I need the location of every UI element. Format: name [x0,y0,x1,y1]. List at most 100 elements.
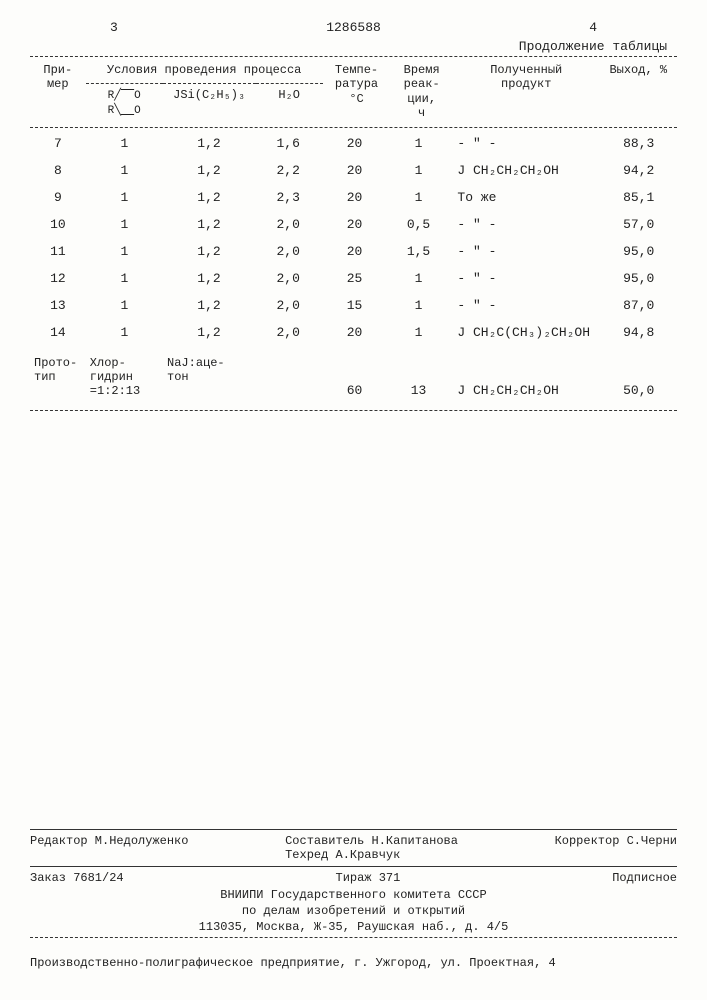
header-numbers: 3 1286588 4 [30,20,677,35]
table-row: 711,21,6201- " -88,3 [30,130,677,157]
cell: 1,2 [163,319,255,346]
cell: 7 [30,130,86,157]
cell: 87,0 [600,292,677,319]
table-row: 1011,22,0200,5- " -57,0 [30,211,677,238]
table-body: 711,21,6201- " -88,3811,22,2201J CH₂CH₂C… [30,130,677,408]
rule-mid [30,127,677,128]
cell: 1 [86,184,163,211]
cell: - " - [449,211,600,238]
cell: 1 [86,292,163,319]
cell: 14 [30,319,86,346]
patent-number: 1286588 [118,20,589,35]
hdr-product: Полученный продукт [453,59,600,125]
cell: 1 [388,184,450,211]
cell: 1 [86,211,163,238]
cell: Хлор- гидрин =1:2:13 [86,346,163,408]
cell: 1 [388,265,450,292]
table-row: 1311,22,0151- " -87,0 [30,292,677,319]
cell: 1,6 [255,130,322,157]
cell: 95,0 [600,265,677,292]
cell: 1,2 [163,184,255,211]
org2: по делам изобретений и открытий [30,903,677,919]
cell: 95,0 [600,238,677,265]
cell: 60 [321,346,387,408]
cell: - " - [449,292,600,319]
cell: 1,2 [163,238,255,265]
cell: 2,0 [255,292,322,319]
cell: J CH₂CH₂CH₂OH [449,346,600,408]
cell: 20 [321,157,387,184]
hdr-yield: Выход, % [600,59,677,125]
cell: 2,3 [255,184,322,211]
table-row: 1411,22,0201J CH₂C(CH₃)₂CH₂OH94,8 [30,319,677,346]
cell: 1 [86,238,163,265]
cell: 88,3 [600,130,677,157]
cell: 2,0 [255,265,322,292]
tirage: Тираж 371 [336,871,401,885]
org1: ВНИИПИ Государственного комитета СССР [30,887,677,903]
rule-top [30,56,677,57]
hdr-conditions: Условия проведения процесса [86,59,323,84]
header-row-1: При- мер Условия проведения процесса Тем… [30,59,677,84]
table-row: 1111,22,0201,5- " -95,0 [30,238,677,265]
cell: 20 [321,211,387,238]
subscription: Подписное [612,871,677,885]
cell: 25 [321,265,387,292]
cell: 8 [30,157,86,184]
cell: 9 [30,184,86,211]
hdr-jsi: JSi(C₂H₅)₃ [163,84,256,125]
table-row: 911,22,3201То же85,1 [30,184,677,211]
cell: 0,5 [388,211,450,238]
cell: J CH₂CH₂CH₂OH [449,157,600,184]
cell: 2,2 [255,157,322,184]
hdr-temp: Темпе- ратура °C [323,59,391,125]
cell: 2,0 [255,319,322,346]
prototype-row: Прото- типХлор- гидрин =1:2:13NaJ:аце- т… [30,346,677,408]
address: 113035, Москва, Ж-35, Раушская наб., д. … [30,919,677,935]
cell: 1 [388,157,450,184]
cell: 85,1 [600,184,677,211]
cell: 1,2 [163,157,255,184]
cell: 94,8 [600,319,677,346]
hdr-example: При- мер [30,59,86,125]
cell: 1,5 [388,238,450,265]
cell: 10 [30,211,86,238]
cell: 20 [321,184,387,211]
cell: 2,0 [255,238,322,265]
cell: 1,2 [163,211,255,238]
cell: 94,2 [600,157,677,184]
cell: 1 [388,130,450,157]
cell: - " - [449,265,600,292]
cell [255,346,322,408]
cell: NaJ:аце- тон [163,346,255,408]
hdr-struct: R╱ OR╲ O [86,84,163,125]
cell: 12 [30,265,86,292]
cell: - " - [449,238,600,265]
cell: 1,2 [163,130,255,157]
cell: 15 [321,292,387,319]
editor: Редактор М.Недолуженко [30,834,188,862]
cell: 20 [321,130,387,157]
cell: 1 [86,130,163,157]
cell: 2,0 [255,211,322,238]
cell: 20 [321,319,387,346]
cell: 1 [86,157,163,184]
techred: Техред А.Кравчук [285,848,400,862]
cell: 1 [86,265,163,292]
rule-bottom [30,410,677,411]
hdr-h2o: H₂O [256,84,323,125]
order: Заказ 7681/24 [30,871,124,885]
page-col-left: 3 [110,20,118,35]
page-col-right: 4 [589,20,597,35]
corrector: Корректор С.Черни [555,834,677,862]
cell: J CH₂C(CH₃)₂CH₂OH [449,319,600,346]
cell: - " - [449,130,600,157]
cell: 1 [388,292,450,319]
cell: 1 [86,319,163,346]
cell: 1,2 [163,292,255,319]
cell: 13 [388,346,450,408]
cell: 13 [30,292,86,319]
compiler: Составитель Н.Капитанова [285,834,458,848]
cell: 20 [321,238,387,265]
footer-block: Редактор М.Недолуженко Составитель Н.Кап… [30,827,677,940]
